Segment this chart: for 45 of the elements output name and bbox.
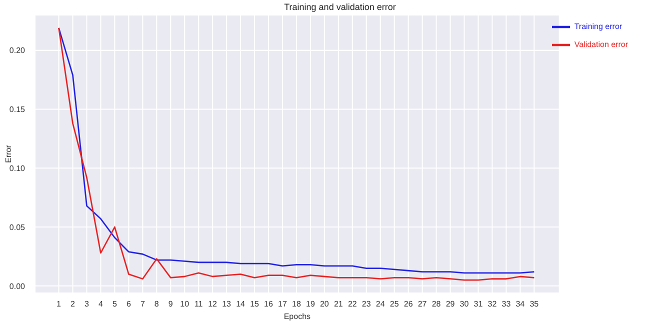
x-tick-label: 29 xyxy=(446,300,456,309)
x-tick-label: 13 xyxy=(222,300,232,309)
x-tick-label: 23 xyxy=(362,300,372,309)
x-tick-label: 28 xyxy=(432,300,442,309)
y-tick-label: 0.10 xyxy=(9,164,26,173)
x-tick-label: 9 xyxy=(168,300,174,309)
x-tick-label: 27 xyxy=(418,300,428,309)
y-axis-title: Error xyxy=(4,144,13,163)
legend-label: Training error xyxy=(574,22,622,32)
x-tick-label: 30 xyxy=(460,300,470,309)
chart-title: Training and validation error xyxy=(283,2,397,12)
x-tick-label: 20 xyxy=(320,300,330,309)
x-tick-label: 17 xyxy=(278,300,288,309)
y-tick-label: 0.15 xyxy=(9,105,26,114)
x-tick-label: 25 xyxy=(390,300,400,309)
y-tick-label: 0.20 xyxy=(9,46,26,56)
x-tick-label: 15 xyxy=(250,300,260,309)
x-tick-label: 34 xyxy=(516,300,526,309)
x-tick-label: 1 xyxy=(56,300,62,309)
x-tick-label: 3 xyxy=(84,300,90,309)
y-tick-label: 0.00 xyxy=(9,282,26,291)
x-tick-label: 22 xyxy=(348,300,358,309)
x-tick-label: 19 xyxy=(306,300,316,309)
x-axis-title: Epochs xyxy=(284,312,311,321)
x-tick-label: 5 xyxy=(112,300,118,309)
y-tick-label: 0.05 xyxy=(9,222,26,232)
x-tick-label: 26 xyxy=(404,300,414,309)
x-tick-label: 24 xyxy=(376,300,386,309)
x-tick-label: 4 xyxy=(98,300,104,309)
x-tick-label: 2 xyxy=(70,300,76,309)
x-tick-label: 14 xyxy=(236,300,246,309)
x-tick-label: 6 xyxy=(126,300,132,309)
x-tick-label: 7 xyxy=(140,300,146,309)
x-tick-label: 12 xyxy=(208,300,218,309)
x-tick-label: 16 xyxy=(264,300,274,309)
x-tick-label: 21 xyxy=(334,300,344,309)
x-tick-label: 11 xyxy=(194,300,204,309)
legend-label: Validation error xyxy=(574,40,628,50)
x-tick-label: 31 xyxy=(474,300,484,309)
x-tick-label: 33 xyxy=(502,300,512,309)
x-tick-label: 8 xyxy=(154,300,160,309)
x-tick-label: 35 xyxy=(530,300,540,309)
x-tick-label: 32 xyxy=(488,300,498,309)
x-tick-label: 18 xyxy=(292,300,302,309)
x-tick-label: 10 xyxy=(180,300,190,309)
